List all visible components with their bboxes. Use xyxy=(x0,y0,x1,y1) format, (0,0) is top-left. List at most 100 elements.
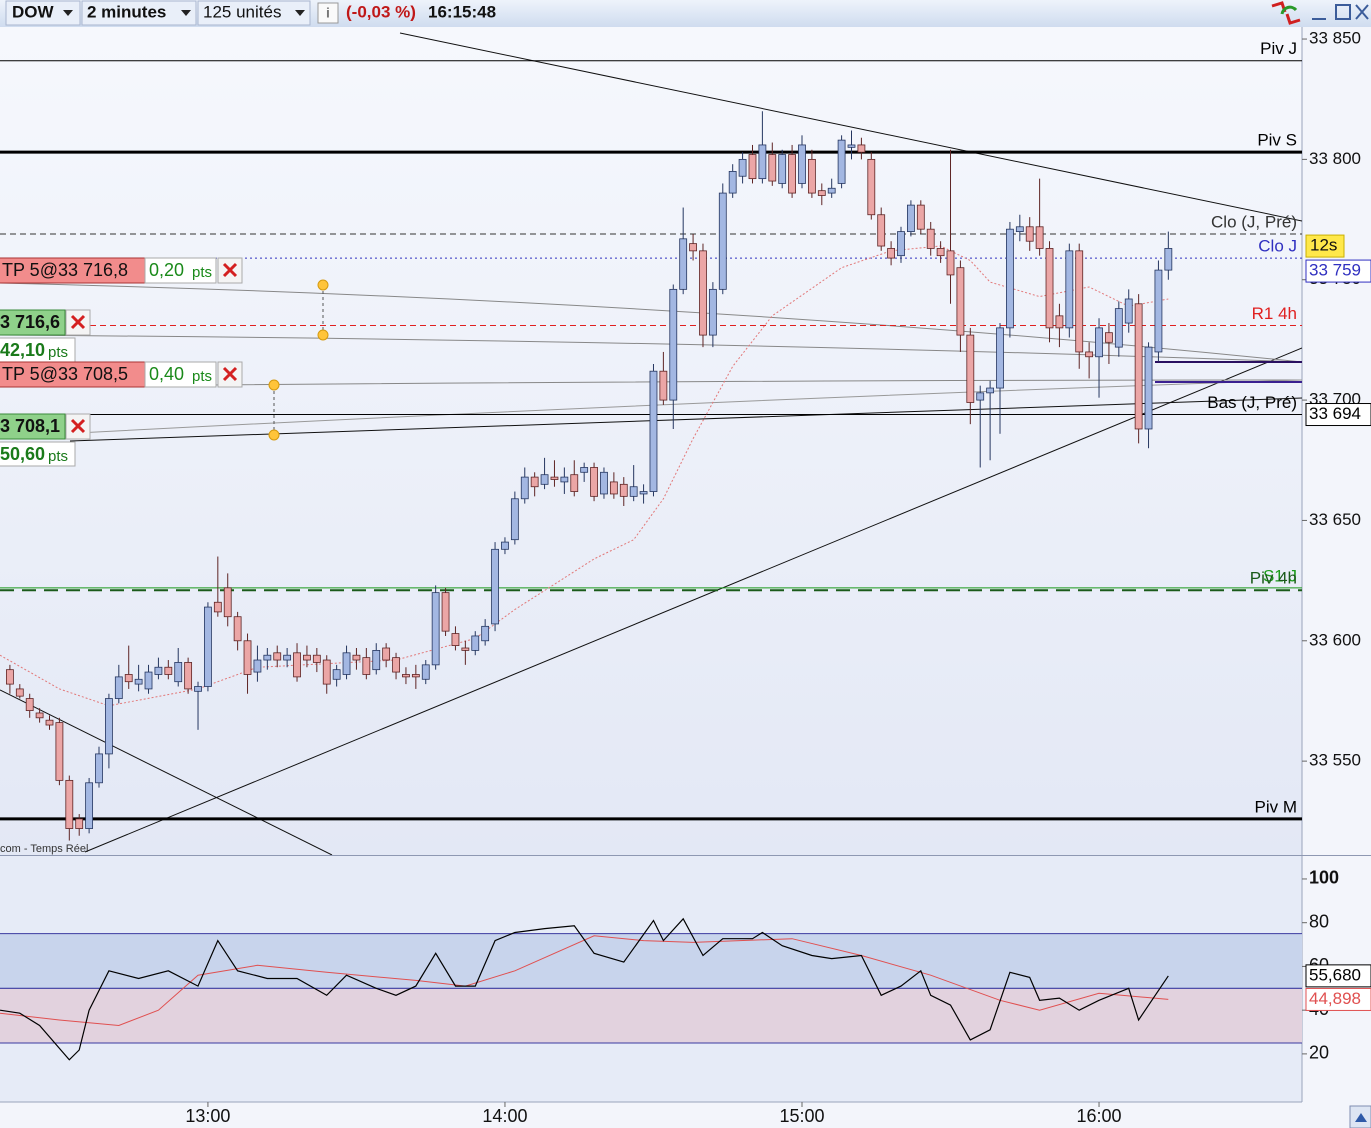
candle-body xyxy=(936,248,945,257)
maximize-button[interactable] xyxy=(1335,4,1351,20)
candle-body xyxy=(867,158,876,216)
order-close-icon xyxy=(222,262,238,278)
rsi-tick-label: 80 xyxy=(1309,911,1329,931)
candle-body xyxy=(105,698,113,755)
price-tag xyxy=(1305,403,1371,427)
size-select[interactable] xyxy=(197,0,311,26)
candle-body xyxy=(65,779,74,829)
candle-body xyxy=(362,657,371,675)
candle-body xyxy=(184,662,193,690)
candle-body xyxy=(451,633,460,646)
close-button[interactable] xyxy=(1355,4,1369,20)
candle-body xyxy=(283,654,292,661)
main-layer xyxy=(0,60,1302,841)
candle-body xyxy=(85,782,94,829)
candle-body xyxy=(550,476,559,480)
candle-body xyxy=(1006,228,1014,329)
candle-body xyxy=(689,243,697,252)
level-label: Piv J xyxy=(1260,39,1297,58)
dropdown-arrow xyxy=(181,10,191,16)
order-label-box xyxy=(0,413,66,440)
candle-body xyxy=(897,231,905,257)
candle-body xyxy=(580,467,589,473)
y-tick-label: 33 650 xyxy=(1309,510,1361,529)
candle-body xyxy=(956,267,965,336)
candle-body xyxy=(144,671,153,690)
candle-body xyxy=(45,719,54,726)
price-axis xyxy=(1302,27,1371,1128)
trend-line xyxy=(0,689,333,855)
info-button[interactable] xyxy=(317,2,339,24)
candle-body xyxy=(352,654,361,661)
candle-body xyxy=(590,467,598,497)
interval-select[interactable] xyxy=(81,0,197,26)
order-label-box xyxy=(0,361,146,388)
order-value: 0,20 xyxy=(149,260,184,280)
candle-body xyxy=(402,674,410,678)
candle-body xyxy=(1065,250,1074,329)
candle-body xyxy=(996,327,1004,389)
trend-line xyxy=(84,347,1302,853)
order-handle[interactable] xyxy=(317,329,329,341)
candle-body xyxy=(1025,226,1034,242)
candle-body xyxy=(1035,226,1044,249)
candle-body xyxy=(114,676,123,699)
candle-body xyxy=(699,250,707,336)
order-handle[interactable] xyxy=(268,379,280,391)
interval: 2 minutes xyxy=(87,2,166,21)
order-value: 42,10 xyxy=(0,340,45,360)
order-value-box xyxy=(0,441,76,467)
order-handle[interactable] xyxy=(268,429,280,441)
candle-body xyxy=(223,587,232,618)
order-value-box xyxy=(0,337,76,363)
order-widget: TP 5@33 708,5 0,40 pts xyxy=(0,361,243,388)
candle-body xyxy=(837,139,846,184)
level-label: Bas (J, Pré) xyxy=(1207,393,1297,412)
rsi-signal xyxy=(0,935,1169,1027)
watermark: com - Temps Réel xyxy=(0,843,88,855)
candle-body xyxy=(1164,248,1173,271)
candle-body xyxy=(253,659,262,673)
candle-body xyxy=(95,753,103,784)
candle-body xyxy=(659,370,668,401)
order-close-icon xyxy=(222,366,238,382)
candle-body xyxy=(1055,315,1064,329)
candle-body xyxy=(758,144,767,180)
order-label-box xyxy=(0,257,146,284)
rsi-band xyxy=(0,933,1302,989)
candle-body xyxy=(411,674,420,678)
order-value-box xyxy=(144,361,217,388)
candle-body xyxy=(560,476,569,483)
time-axis xyxy=(0,1102,1302,1128)
candle-body xyxy=(174,662,183,683)
candle-body xyxy=(194,686,202,692)
order-label: 3 708,1 xyxy=(0,416,60,436)
x-tick-label: 14:00 xyxy=(482,1106,527,1126)
order-line xyxy=(0,379,1302,438)
x-tick-label: 15:00 xyxy=(779,1106,824,1126)
candle-body xyxy=(35,712,44,719)
toolbar: DOW 2 minutes 125 unités i (-0,03 %) 16:… xyxy=(0,0,1371,27)
order-close[interactable] xyxy=(65,413,91,440)
candle-body xyxy=(976,392,985,401)
candle-body xyxy=(718,192,727,290)
order-label: 3 716,6 xyxy=(0,312,60,332)
candle-body xyxy=(372,650,381,671)
rsi-tick-label: 100 xyxy=(1309,868,1339,888)
candle-body xyxy=(778,154,787,184)
scroll-arrow xyxy=(1355,1113,1367,1122)
candle-body xyxy=(1154,269,1163,353)
order-handle[interactable] xyxy=(317,279,329,291)
candle-body xyxy=(907,204,915,232)
candle-body xyxy=(679,238,688,290)
candle-body xyxy=(1045,248,1054,329)
rsi-line xyxy=(0,917,1169,1061)
candle-body xyxy=(481,625,490,642)
dropdown-arrow xyxy=(63,10,73,16)
candle-body xyxy=(609,481,618,495)
countdown: 12s xyxy=(1310,236,1337,255)
candle-body xyxy=(263,654,272,661)
y-tick-label: 33 800 xyxy=(1309,149,1361,168)
order-value: 50,60 xyxy=(0,444,45,464)
